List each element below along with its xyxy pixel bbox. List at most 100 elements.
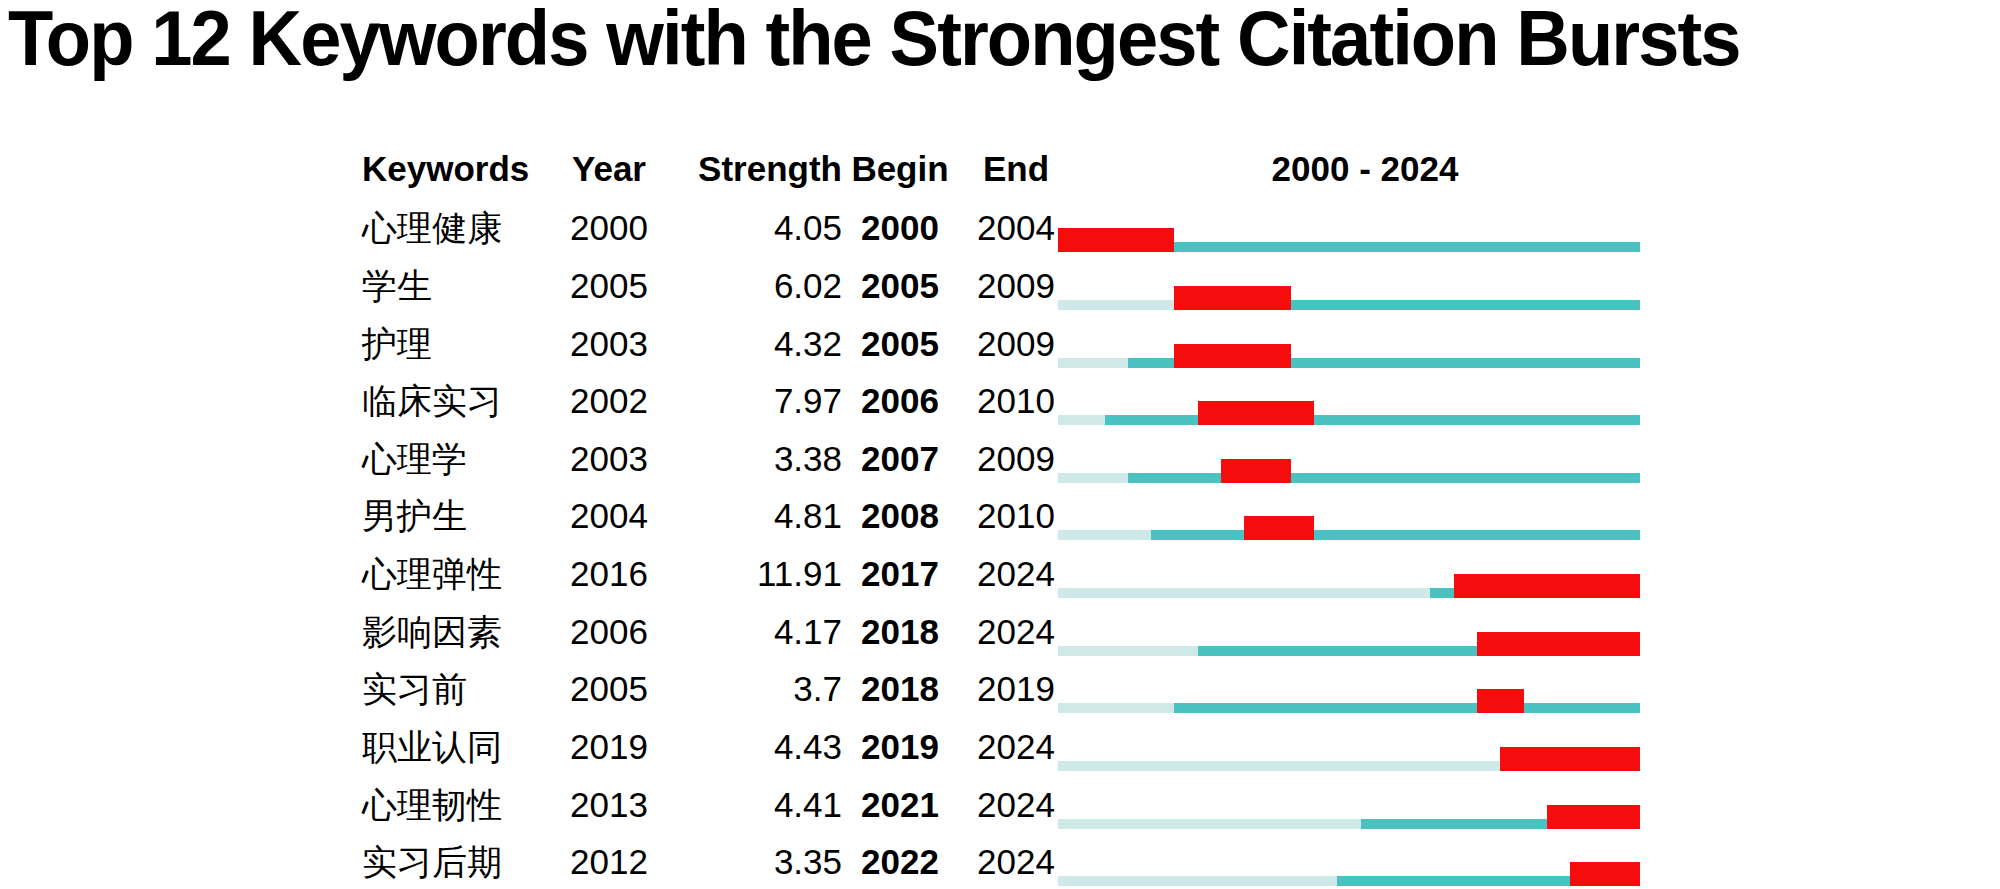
year-cell: 2003 [558,315,660,373]
table-row: 护理 2003 4.32 2005 2009 [0,315,2000,373]
strength-cell: 4.41 [662,776,842,834]
strength-cell: 4.17 [662,603,842,661]
strength-cell: 4.32 [662,315,842,373]
begin-cell: 2019 [845,718,955,776]
begin-cell: 2018 [845,603,955,661]
begin-cell: 2000 [845,199,955,257]
keyword-cell: 影响因素 [362,603,558,661]
header-keywords: Keywords [362,146,558,192]
end-cell: 2024 [962,833,1070,889]
burst-timeline-bar [1058,574,1640,598]
timeline-segment-active [1337,876,1570,886]
begin-cell: 2005 [845,257,955,315]
keyword-cell: 职业认同 [362,718,558,776]
timeline-segment-active [1314,530,1640,540]
timeline-segment-burst [1244,516,1314,540]
table-row: 心理学 2003 3.38 2007 2009 [0,430,2000,488]
strength-cell: 6.02 [662,257,842,315]
timeline-segment-before-appearance [1058,530,1151,540]
timeline-segment-burst [1198,401,1314,425]
table-header-row: Keywords Year Strength Begin End 2000 - … [0,146,2000,192]
timeline-segment-active [1151,530,1244,540]
header-strength: Strength [662,146,842,192]
figure-title: Top 12 Keywords with the Strongest Citat… [8,0,1740,88]
timeline-segment-active [1128,473,1221,483]
table-row: 心理健康 2000 4.05 2000 2004 [0,199,2000,257]
strength-cell: 7.97 [662,372,842,430]
table-row: 职业认同 2019 4.43 2019 2024 [0,718,2000,776]
keyword-cell: 临床实习 [362,372,558,430]
timeline-segment-active [1291,358,1640,368]
table-row: 男护生 2004 4.81 2008 2010 [0,487,2000,545]
header-timeline-range: 2000 - 2024 [1058,146,1640,192]
year-cell: 2005 [558,257,660,315]
burst-timeline-bar [1058,747,1640,771]
timeline-segment-before-appearance [1058,415,1105,425]
timeline-segment-active [1524,703,1640,713]
table-row: 心理弹性 2016 11.91 2017 2024 [0,545,2000,603]
year-cell: 2000 [558,199,660,257]
timeline-segment-before-appearance [1058,819,1361,829]
begin-cell: 2018 [845,660,955,718]
end-cell: 2019 [962,660,1070,718]
timeline-segment-before-appearance [1058,300,1174,310]
timeline-segment-burst [1221,459,1291,483]
timeline-segment-burst [1477,632,1640,656]
timeline-segment-active [1291,473,1640,483]
end-cell: 2024 [962,545,1070,603]
burst-timeline-bar [1058,805,1640,829]
burst-timeline-bar [1058,286,1640,310]
timeline-segment-burst [1547,805,1640,829]
table-row: 影响因素 2006 4.17 2018 2024 [0,603,2000,661]
burst-timeline-bar [1058,228,1640,252]
end-cell: 2010 [962,487,1070,545]
keyword-cell: 心理健康 [362,199,558,257]
year-cell: 2005 [558,660,660,718]
timeline-segment-before-appearance [1058,646,1198,656]
timeline-segment-before-appearance [1058,703,1174,713]
end-cell: 2010 [962,372,1070,430]
timeline-segment-active [1105,415,1198,425]
begin-cell: 2022 [845,833,955,889]
timeline-segment-active [1314,415,1640,425]
year-cell: 2012 [558,833,660,889]
timeline-segment-before-appearance [1058,588,1430,598]
begin-cell: 2005 [845,315,955,373]
end-cell: 2024 [962,776,1070,834]
year-cell: 2016 [558,545,660,603]
timeline-segment-before-appearance [1058,358,1128,368]
strength-cell: 11.91 [662,545,842,603]
timeline-segment-active [1174,703,1477,713]
begin-cell: 2021 [845,776,955,834]
citation-burst-figure: Top 12 Keywords with the Strongest Citat… [0,0,2000,889]
timeline-segment-before-appearance [1058,876,1337,886]
end-cell: 2024 [962,718,1070,776]
table-row: 临床实习 2002 7.97 2006 2010 [0,372,2000,430]
timeline-segment-active [1174,242,1640,252]
timeline-segment-burst [1174,286,1290,310]
timeline-segment-burst [1500,747,1640,771]
timeline-segment-burst [1454,574,1640,598]
keyword-cell: 心理弹性 [362,545,558,603]
timeline-segment-before-appearance [1058,761,1500,771]
timeline-segment-burst [1174,344,1290,368]
year-cell: 2002 [558,372,660,430]
strength-cell: 4.81 [662,487,842,545]
timeline-segment-burst [1058,228,1174,252]
begin-cell: 2006 [845,372,955,430]
timeline-segment-before-appearance [1058,473,1128,483]
timeline-segment-active [1198,646,1477,656]
begin-cell: 2017 [845,545,955,603]
end-cell: 2009 [962,257,1070,315]
table-row: 心理韧性 2013 4.41 2021 2024 [0,776,2000,834]
strength-cell: 3.38 [662,430,842,488]
end-cell: 2004 [962,199,1070,257]
timeline-segment-active [1128,358,1175,368]
burst-timeline-bar [1058,344,1640,368]
keyword-cell: 心理学 [362,430,558,488]
keyword-cell: 心理韧性 [362,776,558,834]
strength-cell: 3.7 [662,660,842,718]
table-row: 实习后期 2012 3.35 2022 2024 [0,833,2000,889]
header-end: End [962,146,1070,192]
timeline-segment-burst [1570,862,1640,886]
